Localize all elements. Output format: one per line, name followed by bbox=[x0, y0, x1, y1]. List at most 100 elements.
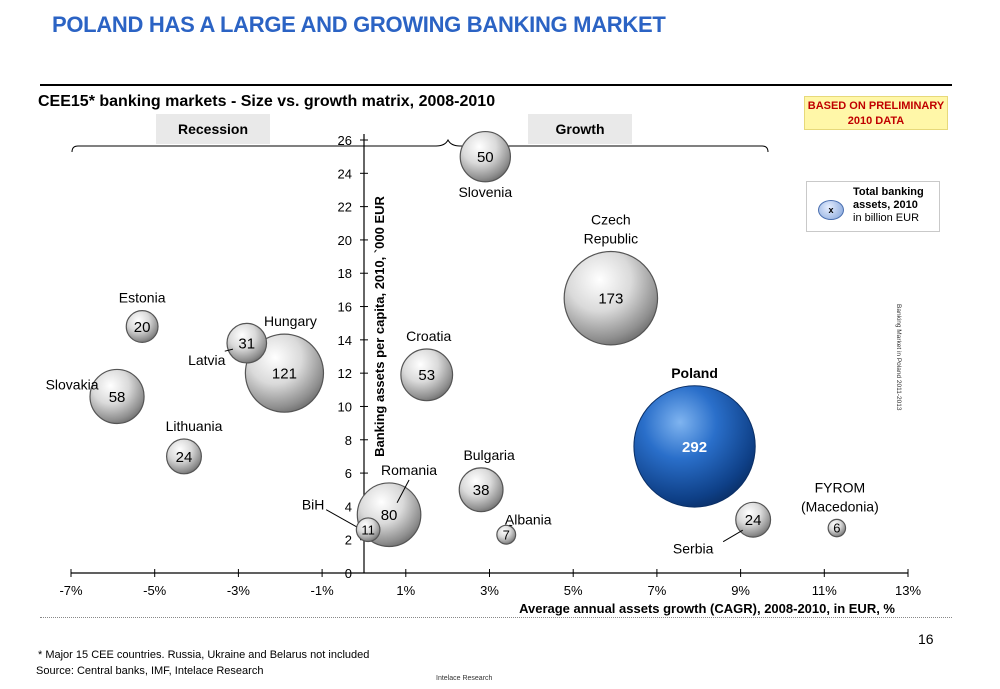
bubble-bih bbox=[355, 517, 381, 543]
x-tick-label: 3% bbox=[480, 583, 499, 598]
country-label-serbia: Serbia bbox=[673, 541, 714, 557]
bubble-lithuania bbox=[166, 438, 202, 475]
leader-line-serbia bbox=[722, 529, 743, 543]
region-label-recession: Recession bbox=[178, 121, 248, 137]
x-tick-label: -5% bbox=[143, 583, 167, 598]
bubble-size-label: 31 bbox=[238, 336, 255, 353]
leader-line-romania bbox=[396, 479, 410, 503]
page-title: POLAND HAS A LARGE AND GROWING BANKING M… bbox=[52, 12, 666, 37]
bubble-poland bbox=[633, 385, 756, 508]
country-label-latvia: Latvia bbox=[188, 352, 226, 368]
bubble-size-label: 173 bbox=[598, 291, 623, 308]
footer-divider bbox=[40, 617, 952, 618]
region-label-growth: Growth bbox=[556, 121, 605, 137]
country-label-czech-republic: Czech Republic bbox=[584, 212, 638, 247]
x-tick-label: -3% bbox=[227, 583, 251, 598]
bubble-bulgaria bbox=[458, 467, 504, 513]
country-label-slovakia: Slovakia bbox=[46, 376, 99, 392]
page-number: 16 bbox=[918, 631, 934, 647]
bubble-size-label: 50 bbox=[477, 149, 494, 166]
label-layer: Slovenia Czech Republic Estonia Latvia Hungar… bbox=[46, 184, 879, 557]
legend-bubble-icon: x bbox=[818, 200, 844, 220]
legend-line-2: assets, 2010 bbox=[853, 199, 918, 211]
y-tick-label: 16 bbox=[338, 300, 352, 315]
chart-subtitle: CEE15* banking markets - Size vs. growth… bbox=[38, 93, 496, 110]
recession-region-box bbox=[156, 114, 270, 144]
y-tick-label: 14 bbox=[338, 333, 352, 348]
country-label-slovenia: Slovenia bbox=[458, 184, 512, 200]
bubble-size-label: 6 bbox=[833, 521, 840, 536]
badge-line-2: 2010 DATA bbox=[847, 115, 905, 127]
x-tick-label: 1% bbox=[396, 583, 415, 598]
country-label-albania: Albania bbox=[505, 512, 552, 528]
x-tick-label: -7% bbox=[59, 583, 83, 598]
country-label-fyrom-macedonia: FYROM (Macedonia) bbox=[801, 479, 879, 514]
growth-region-box bbox=[528, 114, 632, 144]
region-layer: Recession Growth bbox=[71, 114, 769, 153]
country-label-bih: BiH bbox=[302, 497, 325, 513]
y-tick-label: 12 bbox=[338, 366, 352, 381]
bubble-size-label: 53 bbox=[418, 367, 435, 384]
bubble-latvia bbox=[226, 322, 268, 364]
bubble-size-label: 7 bbox=[503, 527, 510, 542]
x-axis-title: Average annual assets growth (CAGR), 200… bbox=[519, 601, 895, 616]
source-note: Source: Central banks, IMF, Intelace Res… bbox=[36, 665, 264, 677]
country-label-poland: Poland bbox=[671, 365, 718, 381]
region-brace bbox=[71, 138, 769, 153]
x-tick-label: 5% bbox=[564, 583, 583, 598]
country-label-hungary: Hungary bbox=[264, 313, 317, 329]
leader-line-latvia bbox=[224, 348, 234, 352]
size-legend: x Total banking assets, 2010 in billion … bbox=[806, 181, 940, 232]
y-tick-label: 18 bbox=[338, 266, 352, 281]
y-tick-label: 6 bbox=[345, 466, 352, 481]
y-tick-label: 4 bbox=[345, 499, 352, 514]
bubble-size-label: 38 bbox=[473, 482, 490, 499]
legend-text: Total banking assets, 2010 in billion EU… bbox=[853, 186, 924, 225]
bubble-size-label: 24 bbox=[745, 512, 762, 529]
x-tick-label: 7% bbox=[648, 583, 667, 598]
y-tick-label: 24 bbox=[338, 166, 352, 181]
bubble-albania bbox=[496, 524, 517, 545]
title-divider bbox=[40, 84, 952, 86]
country-label-croatia: Croatia bbox=[406, 328, 451, 344]
preliminary-data-badge: BASED ON PRELIMINARY 2010 DATA bbox=[804, 96, 948, 130]
y-tick-label: 2 bbox=[345, 533, 352, 548]
x-tick-label: -1% bbox=[311, 583, 335, 598]
y-tick-label: 0 bbox=[345, 566, 352, 581]
bubble-czech-republic bbox=[563, 250, 659, 346]
country-label-romania: Romania bbox=[381, 462, 437, 478]
y-tick-label: 22 bbox=[338, 200, 352, 215]
bubble-size-label: 11 bbox=[361, 522, 375, 537]
x-tick-label: 13% bbox=[895, 583, 921, 598]
footnote: * Major 15 CEE countries. Russia, Ukrain… bbox=[38, 649, 370, 661]
bubble-slovenia bbox=[459, 130, 512, 183]
y-tick-label: 10 bbox=[338, 399, 352, 414]
bubble-size-label: 80 bbox=[381, 507, 398, 524]
bubble-size-label: 292 bbox=[682, 439, 707, 456]
bubble-size-label: 20 bbox=[134, 319, 151, 336]
y-tick-label: 26 bbox=[338, 133, 352, 148]
y-tick-label: 8 bbox=[345, 433, 352, 448]
bubble-serbia bbox=[735, 501, 772, 538]
leader-line-bih bbox=[325, 509, 357, 528]
x-tick-label: 9% bbox=[731, 583, 750, 598]
bubble-slovakia bbox=[89, 368, 145, 425]
bubble-size-label: 24 bbox=[176, 449, 193, 466]
bubble-size-label: 58 bbox=[109, 389, 126, 406]
y-tick-label: 20 bbox=[338, 233, 352, 248]
y-axis-title: Banking assets per capita, 2010, `000 EU… bbox=[372, 195, 387, 456]
bubble-fyrom-macedonia- bbox=[827, 518, 847, 538]
bubble-hungary bbox=[244, 333, 325, 413]
legend-line-1: Total banking bbox=[853, 186, 924, 198]
axis-layer: -7% -5% -3% -1% 1% 3% 5% 7% 9% 11% 13%024681012141… bbox=[59, 133, 921, 616]
bubble-estonia bbox=[125, 310, 159, 343]
footer-brand: Intelace Research bbox=[436, 675, 493, 682]
legend-line-3: in billion EUR bbox=[853, 212, 920, 224]
country-label-estonia: Estonia bbox=[119, 290, 166, 306]
country-label-lithuania: Lithuania bbox=[166, 418, 223, 434]
badge-line-1: BASED ON PRELIMINARY bbox=[807, 100, 945, 112]
bubble-croatia bbox=[400, 348, 454, 402]
bubble-size-label: 121 bbox=[272, 366, 297, 383]
